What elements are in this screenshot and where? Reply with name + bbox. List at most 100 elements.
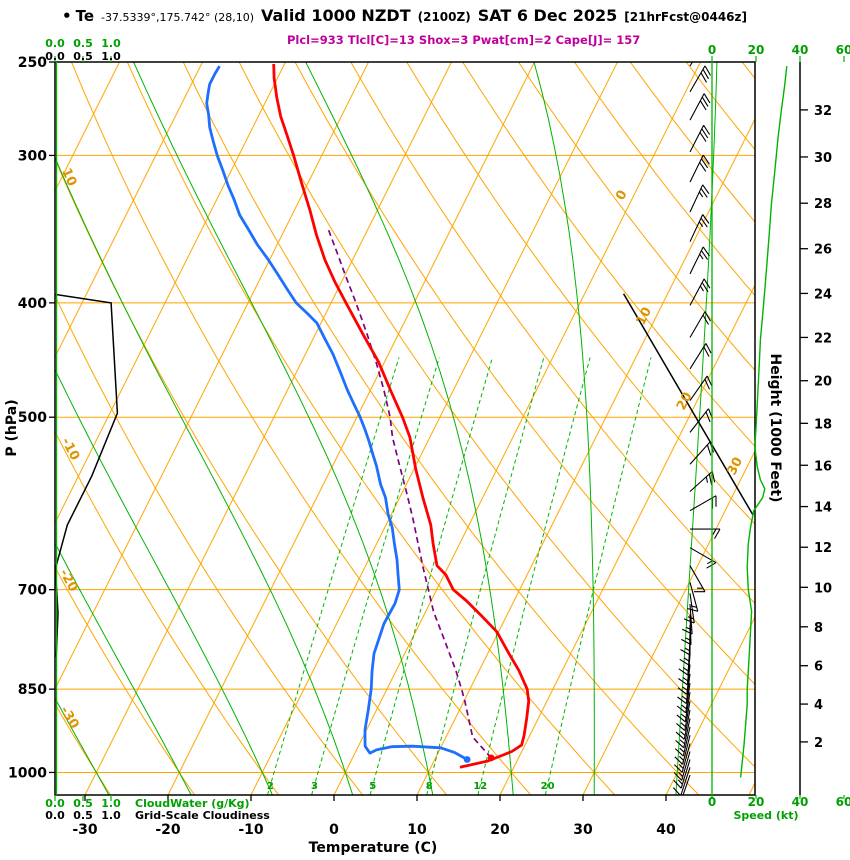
wind-barb xyxy=(675,718,691,749)
isotherm-line xyxy=(250,62,618,795)
cloudwater-tick: 0.5 xyxy=(73,37,93,50)
svg-text:20: 20 xyxy=(814,375,832,390)
svg-text:2: 2 xyxy=(267,781,274,792)
svg-text:10: 10 xyxy=(814,581,832,596)
dry-adiabat-line xyxy=(294,62,755,686)
svg-text:30: 30 xyxy=(573,822,593,838)
svg-text:60: 60 xyxy=(836,795,850,809)
mixing-ratio-line xyxy=(544,357,652,795)
dry-adiabat-line xyxy=(71,62,532,795)
svg-text:0: 0 xyxy=(708,795,716,809)
svg-text:-20: -20 xyxy=(56,567,81,595)
isotherm-line xyxy=(665,615,755,795)
svg-text:12: 12 xyxy=(814,541,832,556)
temperature-surface-marker xyxy=(487,754,495,762)
svg-text:28: 28 xyxy=(814,197,832,212)
isotherm-line xyxy=(55,62,369,691)
wind-barb xyxy=(689,124,711,153)
dry-adiabat-line xyxy=(182,62,700,795)
cloudiness-axis-label: Grid-Scale Cloudiness xyxy=(135,809,270,822)
svg-text:4: 4 xyxy=(814,698,823,713)
isotherm-line xyxy=(55,62,286,525)
chart-title: • Te -37.5339°,175.742° (28,10) Valid 10… xyxy=(62,6,747,25)
svg-text:Height (1000 Feet): Height (1000 Feet) xyxy=(767,354,783,503)
isotherm-line xyxy=(55,62,120,193)
te-envelope-curve xyxy=(622,293,754,516)
dry-adiabat-line xyxy=(55,294,364,795)
svg-text:6: 6 xyxy=(814,660,823,675)
wind-barb xyxy=(673,759,691,789)
svg-text:16: 16 xyxy=(814,459,832,474)
svg-text:0: 0 xyxy=(329,822,339,838)
station-coordinates: -37.5339°,175.742° (28,10) xyxy=(101,11,255,24)
moist-adiabat-line xyxy=(133,62,434,795)
wind-barb xyxy=(689,311,711,338)
svg-text:5: 5 xyxy=(369,781,376,792)
dry-adiabat-line xyxy=(55,566,196,795)
wind-barb xyxy=(676,701,691,732)
cloudiness-tick: 1.0 xyxy=(101,809,121,822)
wind-barb xyxy=(689,565,706,593)
valid-time: Valid 1000 NZDT xyxy=(261,6,411,25)
background-grid xyxy=(55,62,755,795)
isotherm-line xyxy=(416,117,755,795)
svg-text:26: 26 xyxy=(814,243,832,258)
svg-text:-20: -20 xyxy=(155,822,181,838)
wind-barb xyxy=(674,743,691,773)
isotherm-line xyxy=(333,62,701,795)
cloudwater-scale-bottom: 0.0 0.5 1.0 CloudWater (g/Kg) xyxy=(41,797,249,810)
dry-adiabat-line xyxy=(126,62,616,795)
parcel-curve xyxy=(326,226,492,759)
wind-barb xyxy=(689,470,716,492)
dry-adiabat-line xyxy=(406,62,755,525)
cloudiness-tick: 0.0 xyxy=(45,809,65,822)
wind-barb xyxy=(674,735,691,765)
svg-text:40: 40 xyxy=(792,795,809,809)
wind-barb xyxy=(689,184,710,213)
isotherm-line xyxy=(55,62,203,359)
svg-text:10: 10 xyxy=(58,166,79,189)
te-envelope-curve xyxy=(55,293,119,657)
svg-text:24: 24 xyxy=(814,287,832,302)
svg-text:2: 2 xyxy=(814,736,823,751)
svg-text:22: 22 xyxy=(814,331,832,346)
cloudiness-tick: 0.0 xyxy=(45,50,65,63)
wind-barb xyxy=(673,751,691,781)
wind-barb xyxy=(689,343,712,370)
valid-date: SAT 6 Dec 2025 xyxy=(477,6,618,25)
cloudiness-scale-top: 0.0 0.5 1.0 xyxy=(41,50,125,63)
svg-text:20: 20 xyxy=(541,781,555,792)
dry-adiabat-line xyxy=(573,62,755,297)
svg-text:8: 8 xyxy=(814,621,823,636)
svg-text:1000: 1000 xyxy=(8,765,47,781)
cloudiness-tick: 1.0 xyxy=(101,50,121,63)
dry-adiabat-line xyxy=(55,157,448,795)
svg-text:20: 20 xyxy=(490,822,510,838)
svg-text:40: 40 xyxy=(792,43,809,57)
svg-text:18: 18 xyxy=(814,417,832,432)
svg-text:400: 400 xyxy=(18,296,47,312)
cloudwater-tick: 1.0 xyxy=(101,797,121,810)
mixing-ratio-line xyxy=(267,357,400,795)
svg-text:250: 250 xyxy=(18,55,47,71)
mixing-ratio-line xyxy=(477,357,591,795)
wind-barbs xyxy=(672,62,721,795)
svg-text:P (hPa): P (hPa) xyxy=(4,399,20,456)
cloudwater-tick: 1.0 xyxy=(101,37,121,50)
wind-barb xyxy=(677,673,691,705)
speed-profile-curve xyxy=(739,66,788,778)
svg-text:0: 0 xyxy=(613,188,630,203)
svg-text:-10: -10 xyxy=(238,822,264,838)
wind-barb xyxy=(689,246,710,275)
mixing-ratio-line xyxy=(369,357,493,795)
svg-text:40: 40 xyxy=(656,822,676,838)
wind-barb xyxy=(677,664,691,695)
wind-barb xyxy=(689,154,710,183)
svg-text:14: 14 xyxy=(814,501,832,516)
isotherm-line xyxy=(499,283,755,795)
valid-zulu-time: (2100Z) xyxy=(417,10,471,24)
svg-text:-10: -10 xyxy=(58,435,82,463)
